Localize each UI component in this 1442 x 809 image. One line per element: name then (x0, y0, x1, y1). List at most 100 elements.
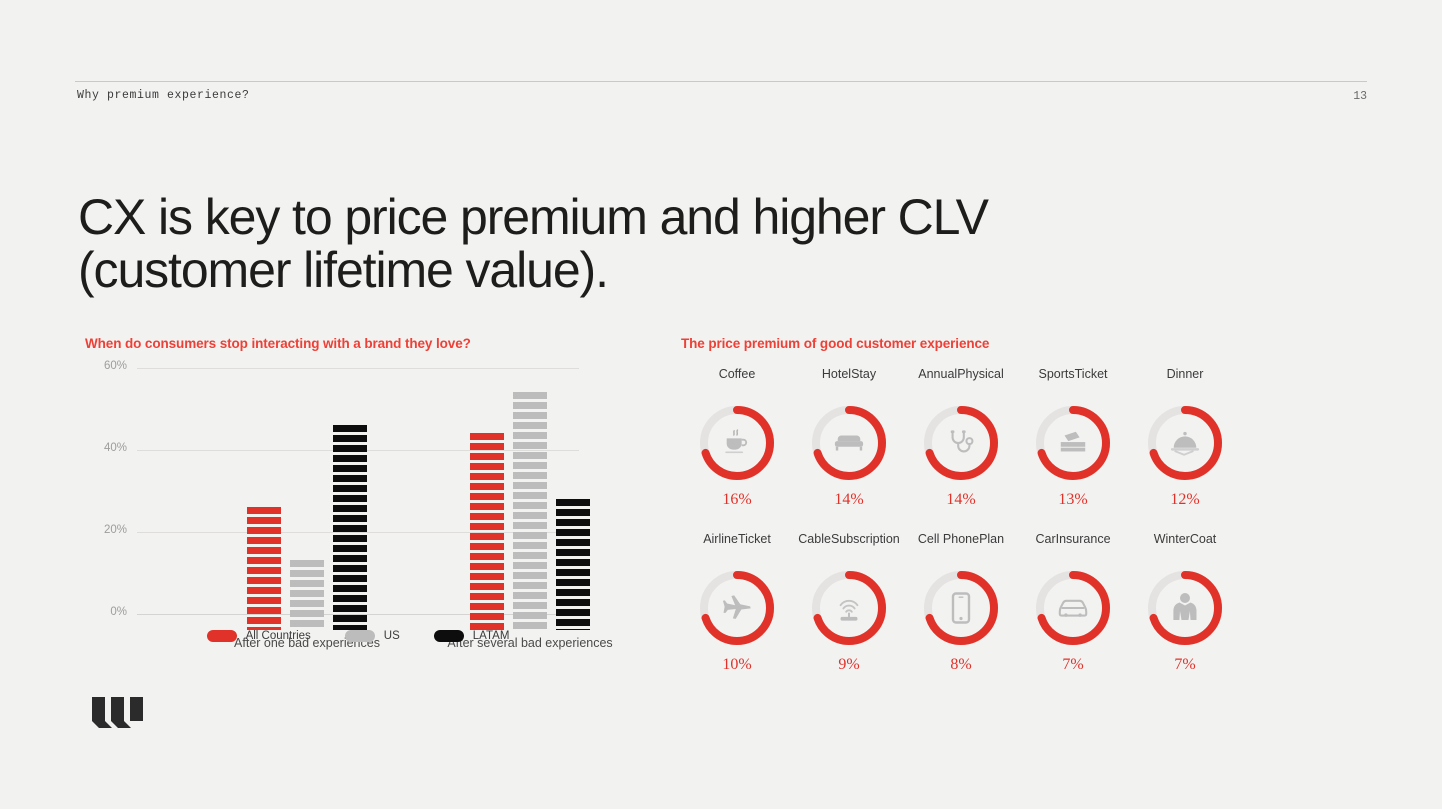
bar-stripes (247, 507, 281, 630)
bar-stripes (556, 498, 590, 630)
donut-gauge[interactable]: Cable Subscription 9% (793, 531, 905, 674)
bar-latam-group2 (556, 498, 590, 630)
y-axis-tick: 40% (103, 442, 127, 454)
donut-gauge[interactable]: Dinner 12% (1129, 366, 1241, 509)
ticket-icon (1034, 404, 1112, 482)
donut-ring (698, 569, 776, 647)
donut-gauge-grid: Coffee 16% Hotel Stay 14% Annual Physical 14% Sp… (681, 366, 1241, 674)
donut-label: Annual Physical (918, 366, 1003, 402)
bar-latam-group1 (333, 425, 367, 630)
page-title-line1: CX is key to price premium and higher CL… (78, 188, 989, 245)
x-axis-label: After one bad experiences (234, 636, 380, 650)
bar-chart: 0% 20% 40% 60% After one bad experiences Afte… (85, 360, 613, 650)
bar-stripes (470, 433, 504, 630)
donut-ring (1146, 404, 1224, 482)
airplane-icon (698, 569, 776, 647)
y-axis-tick: 20% (103, 524, 127, 536)
left-chart-title: When do consumers stop interacting with … (85, 336, 471, 351)
donut-label-line: Physical (957, 367, 1004, 381)
legend-label: All Countries (245, 630, 311, 642)
donut-value: 8% (950, 656, 972, 673)
donut-label: Car Insurance (1035, 531, 1110, 567)
donut-gauge[interactable]: Sports Ticket 13% (1017, 366, 1129, 509)
donut-label-line: Dinner (1166, 367, 1204, 381)
donut-ring (1034, 404, 1112, 482)
wifi-router-icon (810, 569, 888, 647)
donut-ring (810, 404, 888, 482)
header-divider (75, 81, 1367, 82)
donut-label-line: Hotel (821, 367, 852, 381)
bar-us-group1 (290, 560, 324, 630)
donut-label: Hotel Stay (822, 366, 876, 402)
right-chart-panel: The price premium of good customer exper… (681, 330, 1381, 690)
donut-label: Dinner (1167, 366, 1204, 402)
donut-ring (810, 569, 888, 647)
donut-label-line: Coffee (718, 367, 756, 381)
bar-stripes (290, 560, 324, 630)
stethoscope-icon (922, 404, 1000, 482)
donut-gauge[interactable]: Cell Phone Plan 8% (905, 531, 1017, 674)
donut-value: 16% (722, 491, 752, 508)
donut-label-line: Cell Phone (917, 532, 980, 546)
donut-label: Airline Ticket (703, 531, 771, 567)
page-title: CX is key to price premium and higher CL… (78, 188, 1138, 298)
donut-label-line: Winter (1153, 532, 1190, 546)
page-title-line2: (customer lifetime value). (78, 241, 609, 298)
donut-value: 7% (1062, 656, 1084, 673)
donut-label: Coffee (719, 366, 756, 402)
donut-label-line: Stay (851, 367, 877, 381)
donut-value: 9% (838, 656, 860, 673)
donut-label-line: Coat (1189, 532, 1217, 546)
bar-all-countries-group1 (247, 507, 281, 630)
donut-label-line: Ticket (1074, 367, 1108, 381)
gridline-60 (137, 368, 579, 369)
bar-chart-legend: All Countries US LATAM (137, 630, 579, 642)
coat-person-icon (1146, 569, 1224, 647)
y-axis-tick: 0% (110, 606, 127, 618)
donut-ring (922, 569, 1000, 647)
donut-label-line: Sports (1038, 367, 1075, 381)
legend-item[interactable]: LATAM (433, 630, 509, 642)
donut-label-line: Annual (918, 367, 958, 381)
right-chart-title: The price premium of good customer exper… (681, 336, 990, 351)
legend-item[interactable]: All Countries (206, 630, 311, 642)
donut-label: Sports Ticket (1038, 366, 1107, 402)
bar-stripes (513, 392, 547, 630)
donut-gauge[interactable]: Annual Physical 14% (905, 366, 1017, 509)
page-number: 13 (1353, 90, 1367, 103)
bar-stripes (333, 425, 367, 630)
donut-value: 12% (1170, 491, 1200, 508)
header-label: Why premium experience? (77, 89, 250, 102)
car-icon (1034, 569, 1112, 647)
legend-item[interactable]: US (344, 630, 400, 642)
bar-all-countries-group2 (470, 433, 504, 630)
donut-ring (698, 404, 776, 482)
smartphone-icon (922, 569, 1000, 647)
donut-ring (1146, 569, 1224, 647)
donut-gauge[interactable]: Winter Coat 7% (1129, 531, 1241, 674)
legend-label: US (383, 630, 400, 642)
donut-label: Cable Subscription (798, 531, 899, 567)
legend-swatch-icon (206, 630, 237, 642)
donut-label-line: Cable (798, 532, 831, 546)
donut-label: Winter Coat (1154, 531, 1217, 567)
donut-label-line: Ticket (737, 532, 771, 546)
donut-ring (922, 404, 1000, 482)
donut-ring (1034, 569, 1112, 647)
left-chart-panel: When do consumers stop interacting with … (85, 330, 613, 690)
donut-gauge[interactable]: Hotel Stay 14% (793, 366, 905, 509)
donut-gauge[interactable]: Airline Ticket 10% (681, 531, 793, 674)
legend-swatch-icon (344, 630, 375, 642)
bar-us-group2 (513, 392, 547, 630)
bed-icon (810, 404, 888, 482)
y-axis-tick: 60% (103, 360, 127, 372)
donut-value: 13% (1058, 491, 1088, 508)
donut-label-line: Airline (703, 532, 738, 546)
donut-gauge[interactable]: Coffee 16% (681, 366, 793, 509)
legend-swatch-icon (433, 630, 464, 642)
donut-label-line: Insurance (1055, 532, 1111, 546)
donut-gauge[interactable]: Car Insurance 7% (1017, 531, 1129, 674)
donut-value: 14% (946, 491, 976, 508)
donut-label-line: Plan (979, 532, 1005, 546)
